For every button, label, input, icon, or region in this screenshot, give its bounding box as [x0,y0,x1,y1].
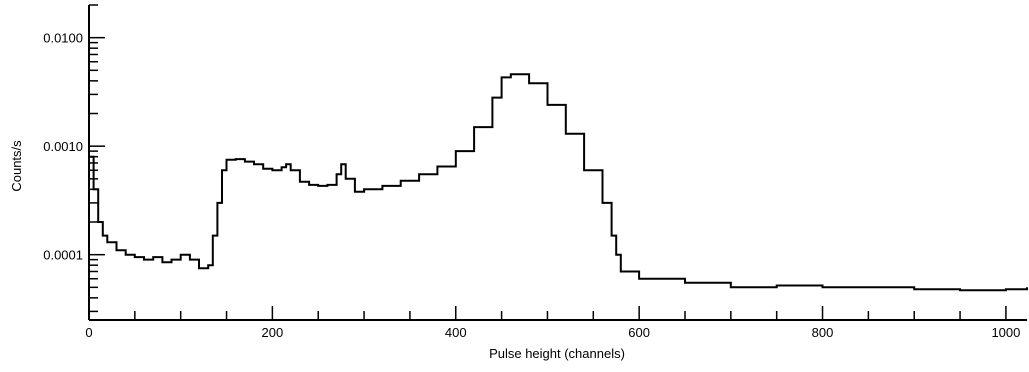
x-tick-label: 400 [445,325,467,340]
x-tick-label: 800 [812,325,834,340]
y-tick-label: 0.0100 [43,31,83,46]
series-layer [89,73,1028,292]
y-tick-label: 0.0001 [43,248,83,263]
axes-layer: 0 200 400 600 800 1000 0.0001 0.0010 0.0100 [43,4,1027,340]
series-line-0 [89,73,1028,292]
x-tick-label: 1000 [991,325,1020,340]
x-tick-label: 0 [85,325,92,340]
y-tick-label: 0.0010 [43,139,83,154]
x-tick-label: 200 [262,325,284,340]
y-axis-title: Counts/s [9,140,24,192]
x-tick-label: 600 [628,325,650,340]
x-axis-title: Pulse height (channels) [489,346,625,361]
